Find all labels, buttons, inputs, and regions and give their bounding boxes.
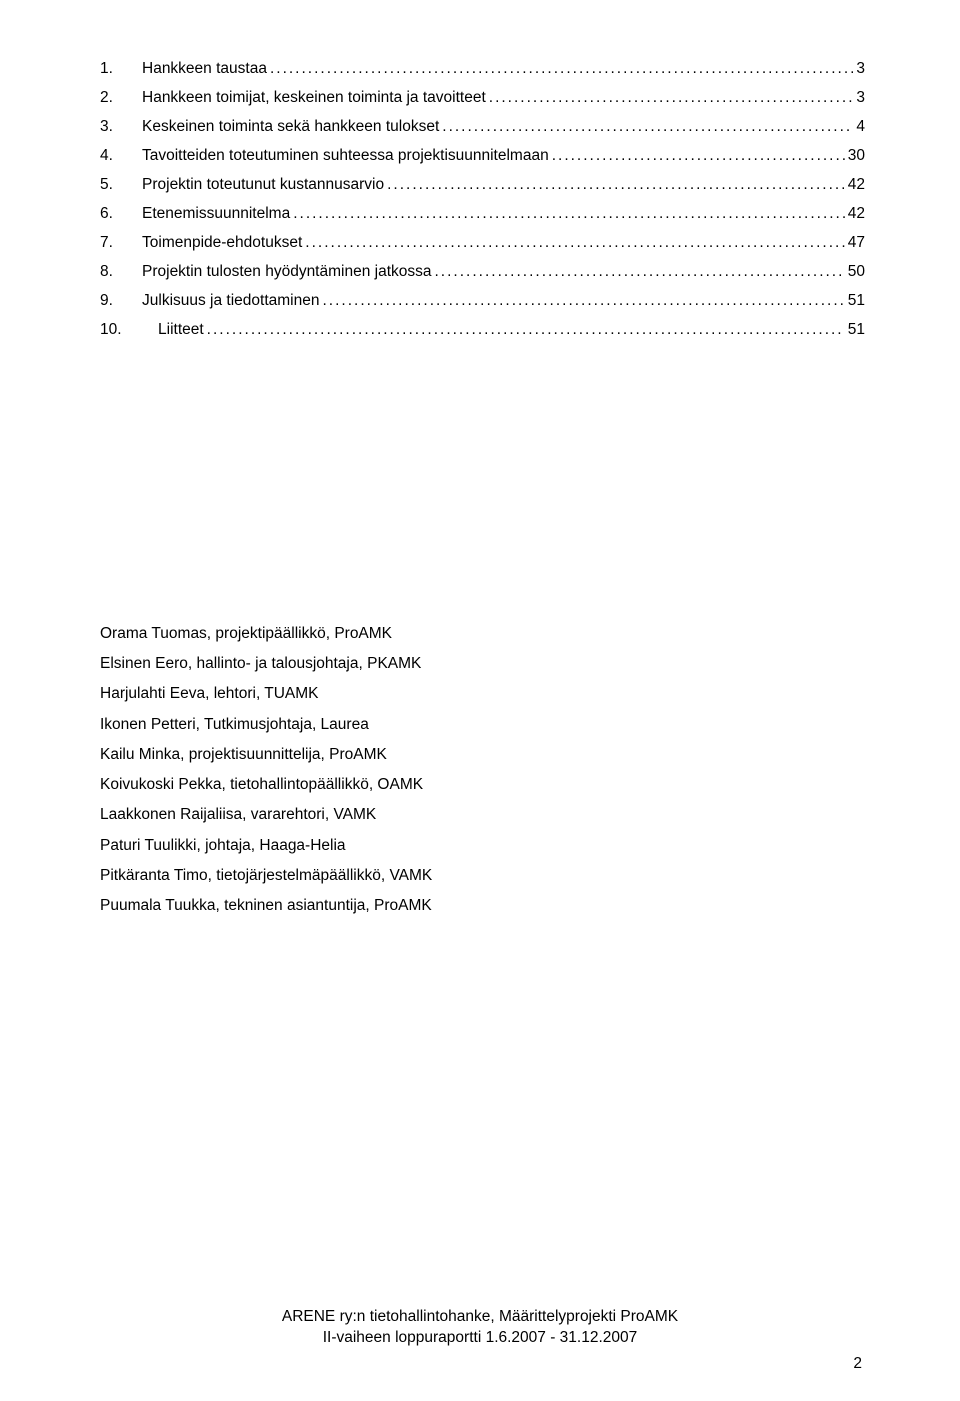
toc-label: Toimenpide-ehdotukset <box>142 234 302 252</box>
toc-num: 8. <box>100 263 142 281</box>
toc-dots: ........................................… <box>323 292 845 310</box>
toc-page: 3 <box>856 89 865 107</box>
toc-entry: 6. Etenemissuunnitelma .................… <box>100 205 865 223</box>
toc-dots: ........................................… <box>305 234 844 252</box>
toc-num: 2. <box>100 89 142 107</box>
toc-page: 51 <box>848 292 865 310</box>
toc-page: 42 <box>848 176 865 194</box>
toc-page: 30 <box>848 147 865 165</box>
toc-page: 4 <box>856 118 865 136</box>
person-line: Kailu Minka, projektisuunnittelija, ProA… <box>100 740 865 770</box>
person-line: Harjulahti Eeva, lehtori, TUAMK <box>100 679 865 709</box>
person-line: Ikonen Petteri, Tutkimusjohtaja, Laurea <box>100 710 865 740</box>
toc-page: 42 <box>848 205 865 223</box>
toc-label: Julkisuus ja tiedottaminen <box>142 292 320 310</box>
toc-num: 7. <box>100 234 142 252</box>
toc-dots: ........................................… <box>489 89 854 107</box>
toc-label: Keskeinen toiminta sekä hankkeen tulokse… <box>142 118 439 136</box>
toc-entry: 4. Tavoitteiden toteutuminen suhteessa p… <box>100 147 865 165</box>
footer-line-1: ARENE ry:n tietohallintohanke, Määrittel… <box>0 1307 960 1328</box>
person-line: Paturi Tuulikki, johtaja, Haaga-Helia <box>100 831 865 861</box>
toc-label: Projektin toteutunut kustannusarvio <box>142 176 384 194</box>
toc-num: 1. <box>100 60 142 78</box>
footer-line-2: II-vaiheen loppuraportti 1.6.2007 - 31.1… <box>0 1328 960 1349</box>
toc-page: 47 <box>848 234 865 252</box>
people-list: Orama Tuomas, projektipäällikkö, ProAMK … <box>100 619 865 921</box>
toc-entry: 1. Hankkeen taustaa ....................… <box>100 60 865 78</box>
toc-entry: 3. Keskeinen toiminta sekä hankkeen tulo… <box>100 118 865 136</box>
toc-entry: 7. Toimenpide-ehdotukset ...............… <box>100 234 865 252</box>
toc-label: Tavoitteiden toteutuminen suhteessa proj… <box>142 147 549 165</box>
toc-num: 4. <box>100 147 142 165</box>
toc-entry: 10. Liitteet ...........................… <box>100 321 865 339</box>
toc-num: 9. <box>100 292 142 310</box>
toc-dots: ........................................… <box>207 321 845 339</box>
toc-num: 6. <box>100 205 142 223</box>
person-line: Laakkonen Raijaliisa, vararehtori, VAMK <box>100 800 865 830</box>
person-line: Puumala Tuukka, tekninen asiantuntija, P… <box>100 891 865 921</box>
toc-label: Liitteet <box>158 321 204 339</box>
toc-dots: ........................................… <box>293 205 845 223</box>
toc-label: Projektin tulosten hyödyntäminen jatkoss… <box>142 263 432 281</box>
toc-entry: 2. Hankkeen toimijat, keskeinen toiminta… <box>100 89 865 107</box>
toc-dots: ........................................… <box>552 147 845 165</box>
table-of-contents: 1. Hankkeen taustaa ....................… <box>100 60 865 339</box>
page-number: 2 <box>853 1355 862 1373</box>
person-line: Orama Tuomas, projektipäällikkö, ProAMK <box>100 619 865 649</box>
toc-page: 3 <box>856 60 865 78</box>
toc-page: 51 <box>848 321 865 339</box>
person-line: Elsinen Eero, hallinto- ja talousjohtaja… <box>100 649 865 679</box>
person-line: Koivukoski Pekka, tietohallintopäällikkö… <box>100 770 865 800</box>
toc-num: 10. <box>100 321 142 339</box>
toc-dots: ........................................… <box>270 60 853 78</box>
toc-entry: 9. Julkisuus ja tiedottaminen ..........… <box>100 292 865 310</box>
toc-num: 3. <box>100 118 142 136</box>
toc-page: 50 <box>848 263 865 281</box>
toc-label: Hankkeen toimijat, keskeinen toiminta ja… <box>142 89 486 107</box>
footer: ARENE ry:n tietohallintohanke, Määrittel… <box>0 1307 960 1349</box>
toc-dots: ........................................… <box>387 176 845 194</box>
person-line: Pitkäranta Timo, tietojärjestelmäpäällik… <box>100 861 865 891</box>
toc-dots: ........................................… <box>442 118 853 136</box>
toc-label: Etenemissuunnitelma <box>142 205 290 223</box>
toc-num: 5. <box>100 176 142 194</box>
toc-entry: 8. Projektin tulosten hyödyntäminen jatk… <box>100 263 865 281</box>
toc-label: Hankkeen taustaa <box>142 60 267 78</box>
toc-dots: ........................................… <box>435 263 845 281</box>
toc-entry: 5. Projektin toteutunut kustannusarvio .… <box>100 176 865 194</box>
